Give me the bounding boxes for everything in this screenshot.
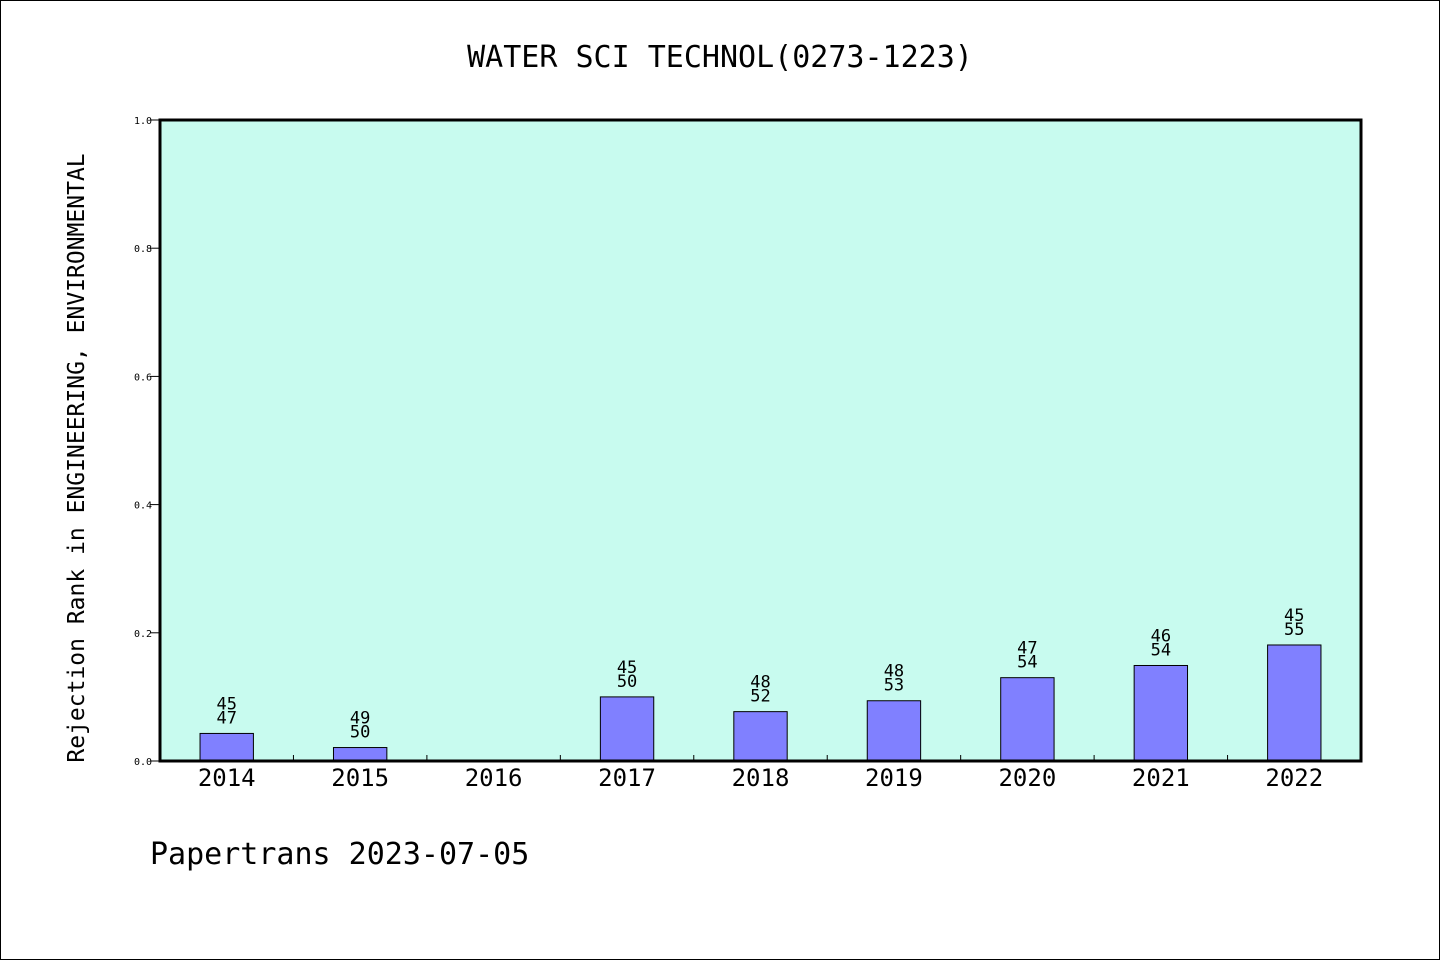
bar-label-bottom: 54 xyxy=(1017,653,1037,673)
bar-label-top: 47 xyxy=(1017,639,1037,659)
x-tick-label: 2014 xyxy=(198,764,256,792)
bar-label-top: 45 xyxy=(216,694,236,714)
x-axis: 2014 2015 2016 2017 2018 2019 2020 2021 2022 xyxy=(198,755,1323,792)
x-tick-label: 2016 xyxy=(465,764,523,792)
x-tick-label: 2015 xyxy=(331,764,389,792)
plot-border xyxy=(158,118,1363,763)
y-tick-label: 1.0 xyxy=(134,116,152,127)
bar-label-top: 45 xyxy=(617,658,637,678)
footer-text: Papertrans 2023-07-05 xyxy=(150,837,529,872)
x-tick-label: 2019 xyxy=(865,764,923,792)
x-tick-label: 2017 xyxy=(598,764,656,792)
bar-label-bottom: 52 xyxy=(750,687,770,707)
x-tick-label: 2018 xyxy=(732,764,790,792)
bar-label-bottom: 53 xyxy=(884,676,904,696)
plot-area xyxy=(160,120,1361,761)
bar-label-bottom: 54 xyxy=(1151,640,1171,660)
bar-2014 xyxy=(199,732,254,762)
bar-label-bottom: 47 xyxy=(216,708,236,728)
chart-title: WATER SCI TECHNOL(0273-1223) xyxy=(467,40,973,75)
y-tick-label: 0.8 xyxy=(134,244,152,255)
bar-label-top: 48 xyxy=(750,673,770,693)
bar-2022 xyxy=(1267,644,1322,762)
bar-label-top: 46 xyxy=(1151,626,1171,646)
y-tick-label: 0.0 xyxy=(134,757,152,768)
x-tick-label: 2021 xyxy=(1132,764,1190,792)
bar-2015 xyxy=(332,747,388,762)
y-tick-label: 0.2 xyxy=(134,629,152,640)
bars-group xyxy=(199,644,1322,762)
x-tick-label: 2022 xyxy=(1265,764,1323,792)
bar-2021 xyxy=(1133,664,1189,762)
bar-label-bottom: 55 xyxy=(1284,620,1304,640)
y-axis-label: Rejection Rank in ENGINEERING, ENVIRONME… xyxy=(64,153,90,762)
bar-2017 xyxy=(599,696,655,762)
bar-2018 xyxy=(733,711,788,762)
y-tick-label: 0.6 xyxy=(134,372,152,383)
y-tick-label: 0.4 xyxy=(134,501,152,512)
bar-label-bottom: 50 xyxy=(617,672,637,692)
bar-2019 xyxy=(866,700,922,762)
x-tick-label: 2020 xyxy=(998,764,1056,792)
bar-label-top: 48 xyxy=(884,662,904,682)
bar-label-top: 49 xyxy=(350,709,370,729)
bar-label-bottom: 50 xyxy=(350,723,370,743)
bar-label-top: 45 xyxy=(1284,606,1304,626)
y-axis: 0.0 0.2 0.4 0.6 0.8 1.0 xyxy=(134,116,160,768)
bar-2020 xyxy=(1000,677,1055,762)
